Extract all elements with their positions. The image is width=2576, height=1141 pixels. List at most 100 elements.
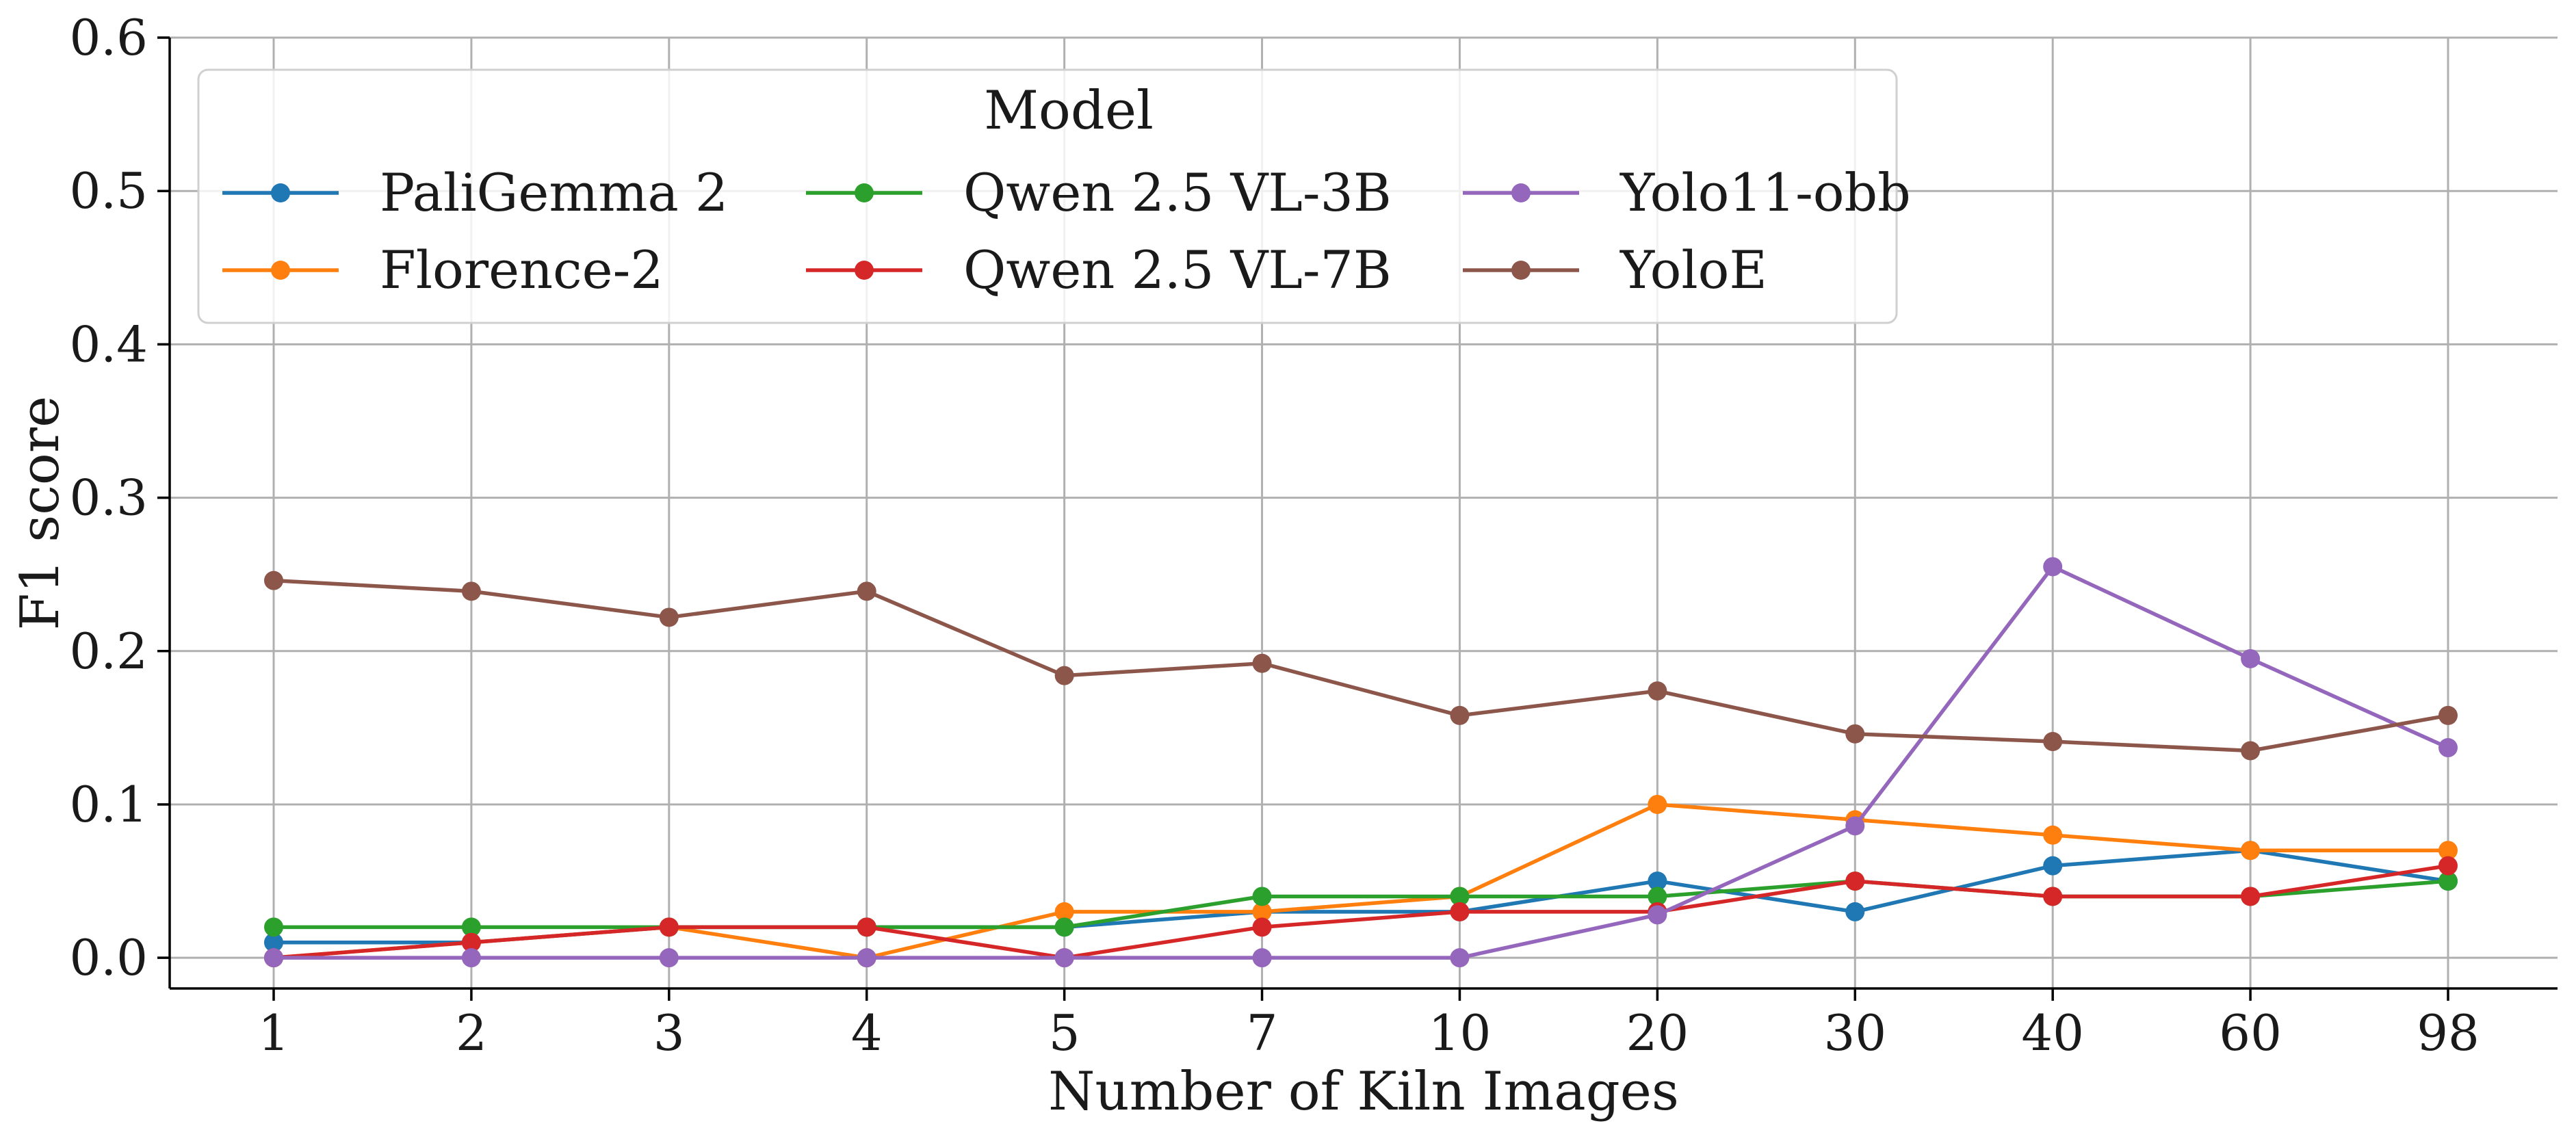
legend: Model PaliGemma 2 Florence-2 Qwen 2.5 VL-3… <box>197 68 1911 324</box>
x-tick-label: 20 <box>1626 1004 1689 1062</box>
legend-label: Qwen 2.5 VL-7B <box>963 239 1392 300</box>
legend-marker <box>855 183 874 202</box>
data-point <box>2241 648 2261 668</box>
data-point <box>659 948 679 968</box>
series <box>264 557 2458 968</box>
data-point <box>2043 825 2063 845</box>
x-axis-label: Number of Kiln Images <box>1048 1061 1679 1123</box>
data-point <box>857 917 876 937</box>
y-tick-label: 0.2 <box>69 622 148 680</box>
data-point <box>461 581 481 601</box>
legend-entry: Yolo11-obb <box>1463 162 1911 223</box>
x-tick-label: 4 <box>851 1004 883 1062</box>
x-tick-label: 2 <box>456 1004 487 1062</box>
data-point <box>1648 794 1667 814</box>
x-tick-label: 7 <box>1247 1004 1278 1062</box>
data-point <box>461 917 481 937</box>
data-point <box>1450 948 1470 968</box>
y-tick-label: 0.0 <box>69 929 148 986</box>
legend-marker <box>1511 183 1531 202</box>
data-point <box>2241 887 2261 906</box>
x-tick-label: 3 <box>653 1004 685 1062</box>
x-tick-label: 1 <box>258 1004 289 1062</box>
data-point <box>1648 871 1667 891</box>
y-tick-label: 0.1 <box>69 776 148 833</box>
data-point <box>2043 856 2063 876</box>
data-point <box>1845 724 1865 744</box>
data-point <box>1648 905 1667 925</box>
y-tick-label: 0.5 <box>69 162 148 220</box>
data-point <box>1054 948 1074 968</box>
x-tick-label: 10 <box>1429 1004 1492 1062</box>
data-point <box>1845 816 1865 836</box>
data-point <box>2438 738 2458 758</box>
series-5 <box>264 570 2458 761</box>
y-tick-label: 0.6 <box>69 9 148 66</box>
data-point <box>461 932 481 952</box>
axes <box>168 38 2558 990</box>
legend-entry: Qwen 2.5 VL-7B <box>806 239 1392 300</box>
data-point <box>1450 887 1470 906</box>
data-point <box>461 948 481 968</box>
y-tick-label: 0.3 <box>69 469 148 527</box>
legend-marker <box>271 261 290 280</box>
series-line <box>273 863 2449 960</box>
series-line <box>274 564 2449 960</box>
x-tick-label: 60 <box>2219 1004 2282 1062</box>
legend-label: YoloE <box>1619 239 1767 300</box>
data-point <box>1252 887 1272 906</box>
series-1 <box>264 794 2458 968</box>
x-tick-label: 5 <box>1049 1004 1080 1062</box>
data-point <box>857 948 876 968</box>
data-point <box>2438 856 2458 876</box>
legend-title: Model <box>984 80 1154 142</box>
x-tick-label: 30 <box>1823 1004 1886 1062</box>
data-point <box>1252 948 1272 968</box>
data-point <box>659 917 679 937</box>
legend-label: Qwen 2.5 VL-3B <box>963 162 1392 223</box>
x-tick-label: 40 <box>2021 1004 2084 1062</box>
data-point <box>2438 871 2458 891</box>
legend-marker <box>855 261 874 280</box>
data-point <box>2438 841 2458 861</box>
data-point <box>264 570 283 590</box>
series-line <box>273 802 2448 960</box>
data-point <box>1054 917 1074 937</box>
data-point <box>2043 732 2063 752</box>
data-point <box>1845 871 1865 891</box>
data-point <box>857 581 876 601</box>
x-tick-label: 98 <box>2417 1004 2480 1062</box>
legend-marker <box>1511 261 1531 280</box>
legend-label: Yolo11-obb <box>1619 162 1911 223</box>
data-point <box>2043 887 2063 906</box>
legend-label: Florence-2 <box>380 239 664 300</box>
legend-entry: PaliGemma 2 <box>222 162 728 223</box>
data-point <box>1648 887 1667 906</box>
data-point <box>2241 841 2261 861</box>
data-point <box>1054 666 1074 685</box>
data-point <box>264 917 283 937</box>
legend-marker <box>271 183 290 202</box>
data-point <box>1252 902 1272 921</box>
data-point <box>2241 741 2261 761</box>
series-line <box>273 578 2449 753</box>
data-point <box>1252 917 1272 937</box>
legend-entry: Florence-2 <box>222 239 664 300</box>
series-4 <box>264 557 2458 968</box>
data-point <box>1450 902 1470 921</box>
data-point <box>1450 705 1470 725</box>
y-axis-label: F1 score <box>10 396 71 631</box>
data-point <box>264 948 283 968</box>
ticks: 1 2 3 4 5 7 10 20 30 40 60 98 0.0 0.1 0.2 0.3 0.4 0.5 0.6 <box>69 9 2479 1062</box>
legend-label: PaliGemma 2 <box>380 162 728 223</box>
data-point <box>1054 902 1074 921</box>
data-point <box>2043 557 2063 577</box>
data-point <box>1252 653 1272 673</box>
data-point <box>1845 902 1865 921</box>
data-point <box>659 607 679 627</box>
y-tick-label: 0.4 <box>69 315 148 373</box>
legend-box <box>197 68 1898 324</box>
data-point <box>264 932 283 952</box>
legend-entry: Qwen 2.5 VL-3B <box>806 162 1392 223</box>
